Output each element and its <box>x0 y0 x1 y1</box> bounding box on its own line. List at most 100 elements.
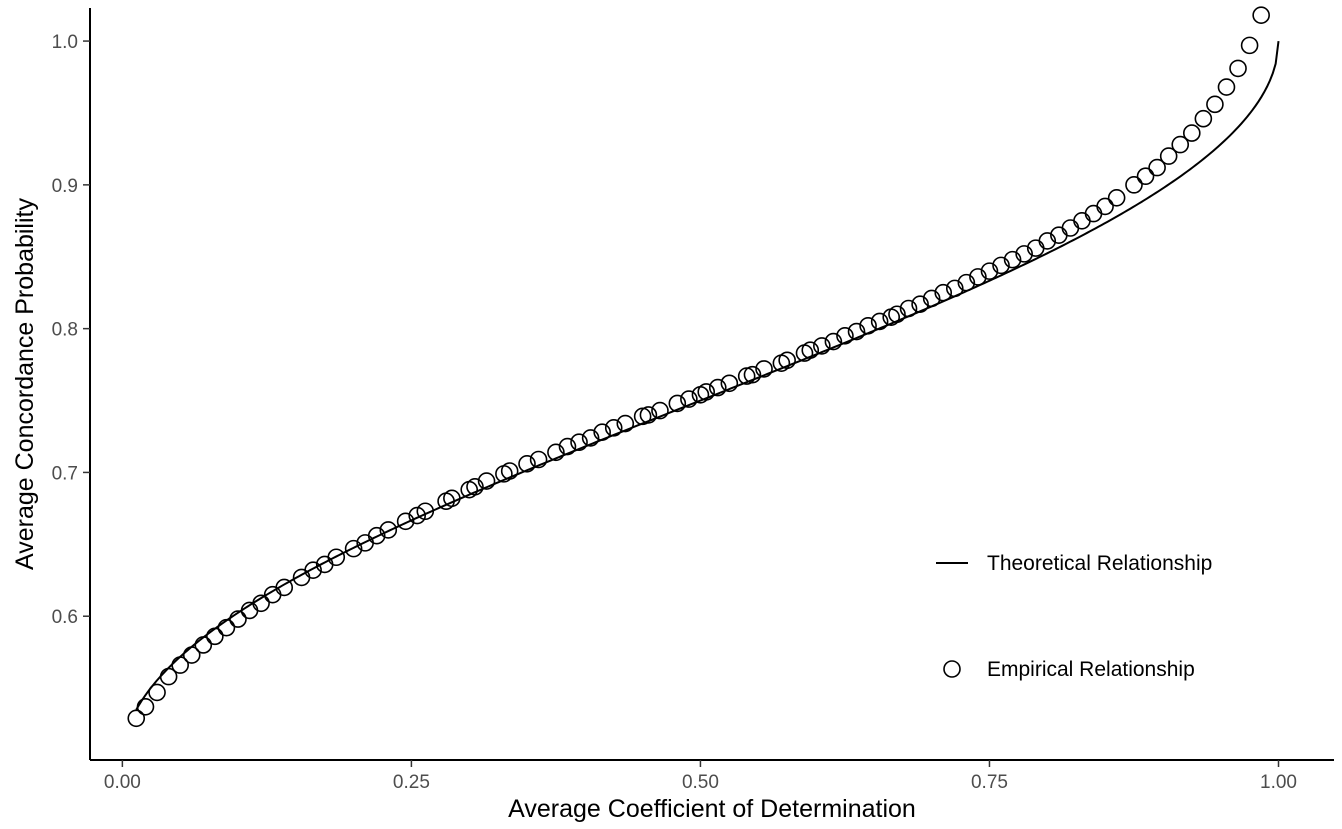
empirical-point <box>922 289 941 308</box>
empirical-point <box>911 295 929 314</box>
empirical-point <box>477 472 496 490</box>
empirical-point <box>720 374 739 393</box>
empirical-point <box>547 443 565 462</box>
empirical-point <box>859 316 877 335</box>
empirical-point <box>1229 59 1247 78</box>
empirical-point <box>416 502 435 521</box>
empirical-point <box>870 312 889 331</box>
legend-label-theoretical: Theoretical Relationship <box>987 552 1212 575</box>
y-axis-title: Average Concordance Probability <box>11 198 39 570</box>
theoretical-relationship-line <box>135 40 1280 711</box>
empirical-point <box>1096 197 1114 216</box>
y-tick-label: 0.7 <box>52 463 78 484</box>
empirical-point <box>899 299 918 318</box>
empirical-point <box>945 279 964 298</box>
empirical-point <box>408 506 426 525</box>
empirical-point <box>529 450 548 469</box>
empirical-point <box>969 268 987 286</box>
empirical-point <box>639 406 658 424</box>
empirical-point <box>1136 167 1155 186</box>
empirical-point <box>159 667 178 686</box>
empirical-point <box>1252 6 1270 24</box>
empirical-point <box>171 656 189 674</box>
empirical-point <box>697 383 716 401</box>
empirical-point <box>443 489 461 508</box>
x-tick-label: 1.00 <box>1260 772 1297 793</box>
empirical-points <box>127 6 1270 728</box>
empirical-point <box>344 539 363 558</box>
empirical-point <box>367 526 386 545</box>
y-tick-label: 0.6 <box>52 607 78 628</box>
empirical-point <box>127 709 146 728</box>
empirical-point <box>836 327 854 345</box>
empirical-point <box>651 401 669 420</box>
x-tick-label: 0.00 <box>104 772 141 793</box>
empirical-point <box>182 646 201 664</box>
empirical-point <box>801 341 820 360</box>
x-axis-ticks: 0.00 0.25 0.50 0.75 1.00 <box>104 760 1297 793</box>
empirical-point <box>1148 158 1166 177</box>
x-tick-label: 0.75 <box>971 772 1008 793</box>
empirical-point <box>217 618 236 637</box>
empirical-point <box>304 561 322 580</box>
empirical-point <box>813 337 831 355</box>
empirical-point <box>957 273 976 292</box>
empirical-point <box>500 462 519 480</box>
empirical-point <box>824 332 843 351</box>
empirical-point <box>1159 147 1178 165</box>
empirical-point <box>206 627 224 646</box>
empirical-point <box>581 429 600 447</box>
empirical-point <box>1217 78 1236 96</box>
x-axis-title: Average Coefficient of Determination <box>508 795 916 823</box>
legend-label-empirical: Empirical Relationship <box>987 658 1195 681</box>
empirical-point <box>980 262 999 280</box>
empirical-point <box>1125 176 1143 194</box>
empirical-point <box>1084 204 1103 223</box>
empirical-point <box>1073 212 1091 230</box>
empirical-point <box>616 414 635 433</box>
empirical-point <box>396 512 415 531</box>
empirical-point <box>275 578 294 597</box>
empirical-point <box>1171 135 1190 154</box>
y-tick-label: 1.0 <box>52 32 78 53</box>
empirical-point <box>252 594 270 613</box>
empirical-point <box>229 610 247 628</box>
x-tick-label: 0.25 <box>393 772 430 793</box>
empirical-point <box>668 394 687 413</box>
empirical-point <box>1194 109 1213 128</box>
empirical-point <box>992 256 1010 275</box>
empirical-point <box>755 360 773 378</box>
empirical-point <box>570 433 588 452</box>
y-tick-label: 0.8 <box>52 320 78 341</box>
legend-circle-key <box>943 660 961 678</box>
empirical-point <box>1183 124 1201 142</box>
plot-series <box>127 6 1280 728</box>
empirical-point <box>466 478 484 496</box>
y-tick-label: 0.9 <box>52 176 78 197</box>
legend: Theoretical Relationship Empirical Relat… <box>936 552 1212 681</box>
empirical-point <box>1107 189 1126 207</box>
empirical-point <box>888 305 906 324</box>
empirical-point <box>1206 95 1224 114</box>
empirical-point <box>708 378 727 397</box>
empirical-point <box>136 697 155 716</box>
empirical-point <box>518 454 536 473</box>
empirical-point <box>558 437 577 456</box>
x-tick-label: 0.50 <box>682 772 719 793</box>
empirical-point <box>934 283 953 302</box>
empirical-point <box>1038 232 1057 250</box>
empirical-point <box>680 390 698 408</box>
empirical-point <box>1003 250 1022 269</box>
empirical-point <box>1015 245 1033 263</box>
empirical-point <box>847 322 866 341</box>
empirical-point <box>148 683 166 702</box>
empirical-point <box>633 407 652 426</box>
y-axis-ticks: 0.6 0.7 0.8 0.9 1.0 <box>52 32 90 628</box>
empirical-point <box>743 365 762 384</box>
empirical-point <box>379 521 398 539</box>
empirical-point <box>593 423 611 441</box>
empirical-point <box>1061 219 1080 237</box>
empirical-point <box>327 548 346 567</box>
empirical-point <box>604 419 623 437</box>
